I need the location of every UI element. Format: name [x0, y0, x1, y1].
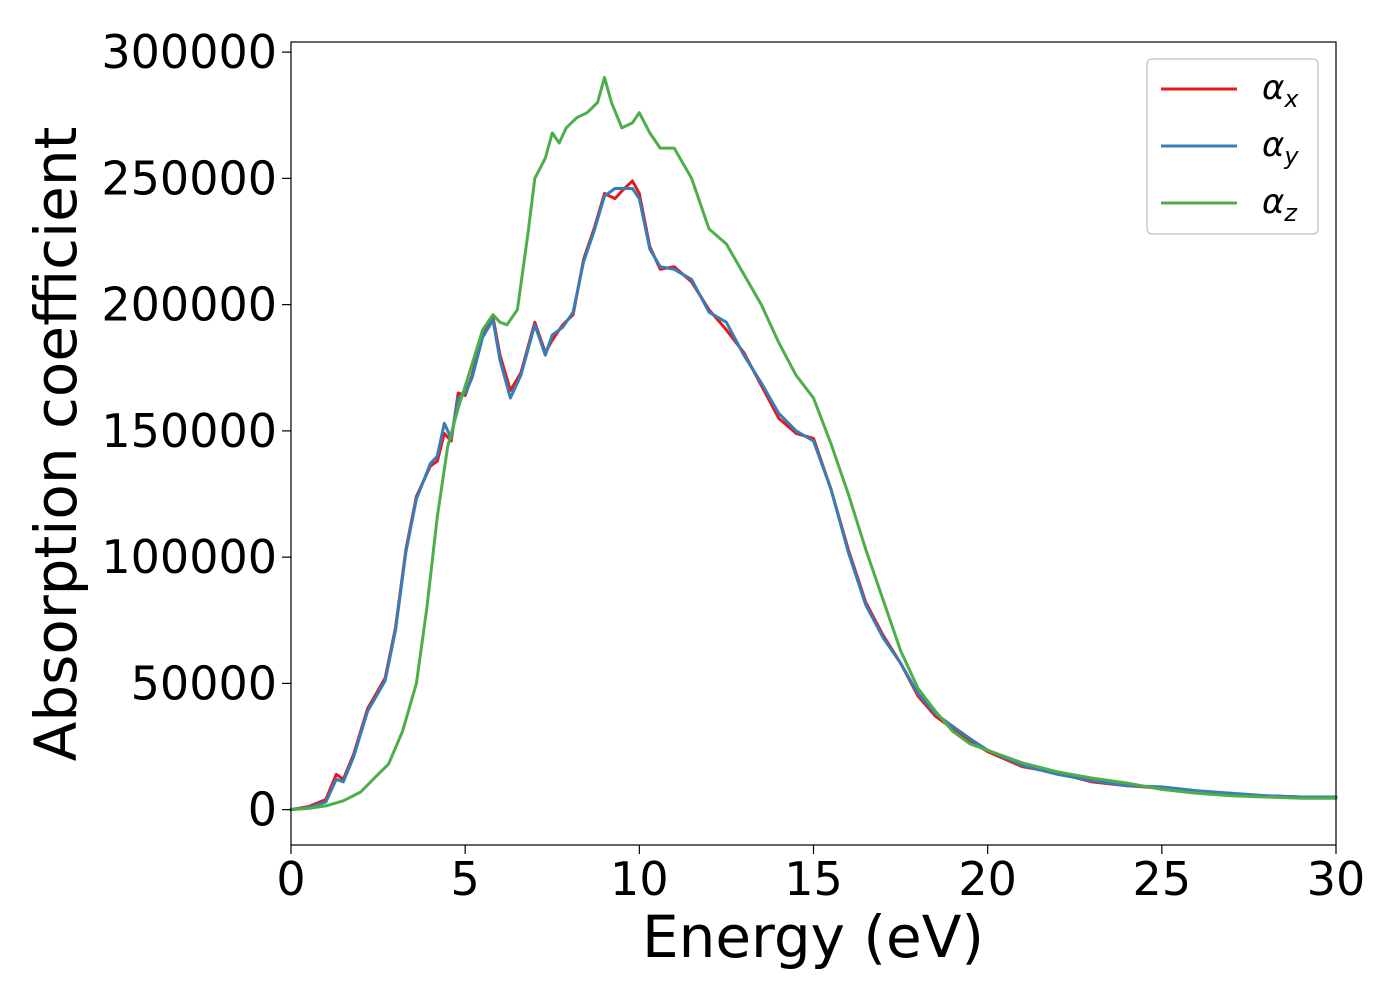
x-tick-label: 5 [451, 852, 480, 906]
y-tick-label: 300000 [101, 25, 277, 79]
y-axis-title: Absorption coefficient [22, 127, 90, 762]
y-axis-ticks: 0 50000 100000 150000 200000 250000 300000 [101, 25, 291, 837]
legend-label-y: αy [1262, 125, 1299, 170]
legend-symbol: α [1262, 125, 1284, 165]
x-tick-label: 15 [784, 852, 843, 906]
legend-symbol: α [1262, 182, 1284, 222]
legend-label-x: αx [1262, 68, 1299, 113]
legend-symbol: α [1262, 68, 1284, 108]
x-axis-ticks: 0 5 10 15 20 25 30 [276, 845, 1365, 906]
x-tick-label: 0 [276, 852, 305, 906]
y-tick-label: 150000 [101, 404, 277, 458]
y-tick-label: 50000 [131, 656, 277, 710]
y-tick-label: 100000 [101, 530, 277, 584]
y-tick-label: 0 [248, 783, 277, 837]
legend-subscript: x [1283, 85, 1299, 113]
y-tick-label: 250000 [101, 151, 277, 205]
x-tick-label: 30 [1307, 852, 1366, 906]
x-tick-label: 20 [958, 852, 1017, 906]
legend-subscript: z [1283, 199, 1298, 227]
series-layer [289, 75, 1338, 812]
y-tick-label: 200000 [101, 278, 277, 332]
series-line-z [289, 75, 1338, 812]
x-tick-label: 25 [1133, 852, 1192, 906]
x-tick-label: 10 [610, 852, 669, 906]
x-axis-title: Energy (eV) [642, 903, 984, 971]
series-line-y [289, 187, 1338, 812]
legend-subscript: y [1283, 142, 1299, 170]
legend-label-z: αz [1262, 182, 1298, 227]
